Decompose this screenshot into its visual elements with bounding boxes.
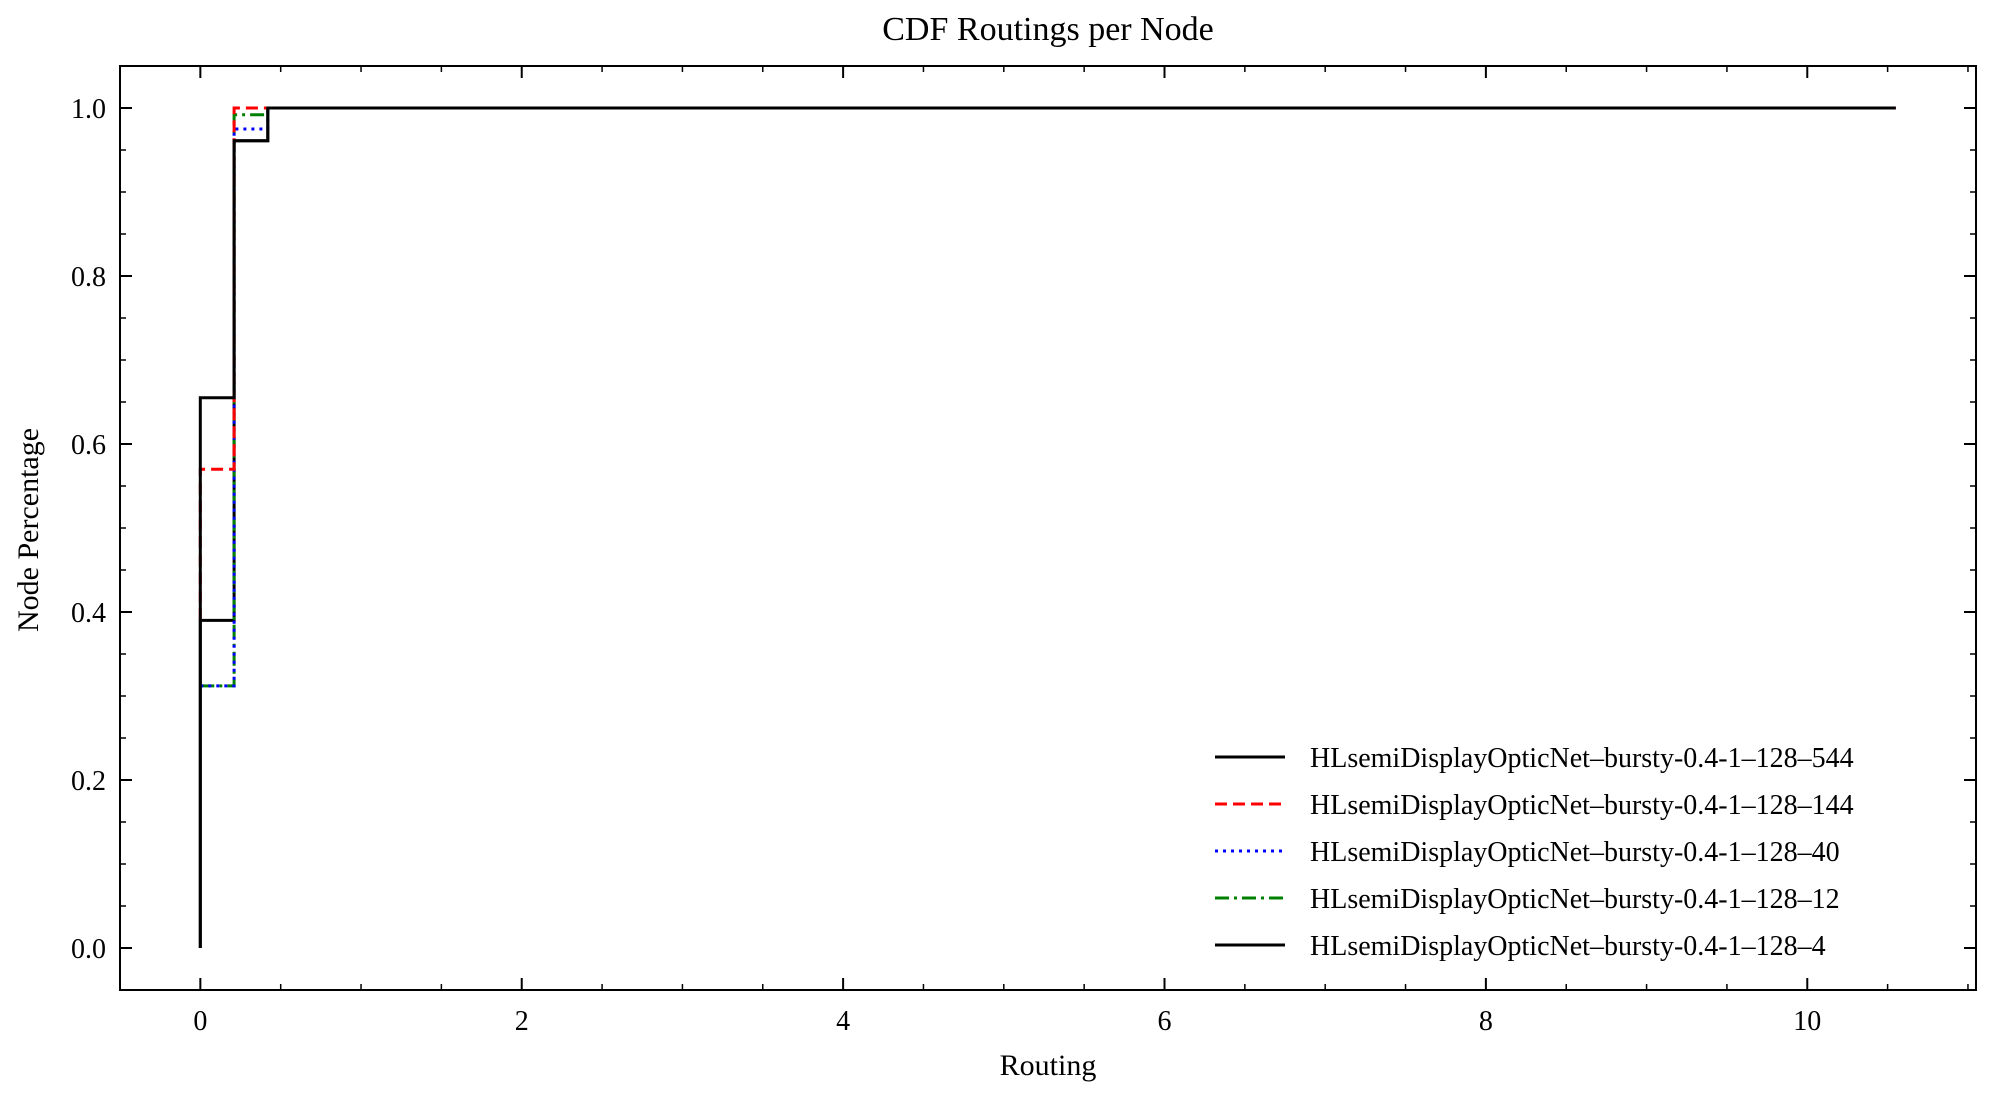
y-tick-label: 0.2	[71, 766, 106, 797]
y-tick-label: 1.0	[71, 94, 106, 125]
y-tick-label: 0.0	[71, 934, 106, 965]
series-line	[198, 106, 1896, 621]
legend-label: HLsemiDisplayOpticNet–bursty-0.4-1–128–5…	[1310, 743, 1854, 774]
y-tick-label: 0.4	[71, 598, 106, 629]
x-tick-label: 10	[1793, 1006, 1821, 1037]
x-tick-label: 0	[193, 1006, 207, 1037]
x-axis-label: Routing	[1000, 1049, 1097, 1082]
legend-label: HLsemiDisplayOpticNet–bursty-0.4-1–128–4	[1310, 931, 1826, 962]
series-line	[200, 106, 1896, 688]
x-tick-label: 8	[1479, 1006, 1493, 1037]
chart-title: CDF Routings per Node	[882, 11, 1214, 48]
axis-ticks: 0 2 4 6 8 10 0.0 0.2 0.4 0.6 0.8 1.0	[71, 65, 1976, 1037]
x-tick-label: 2	[515, 1006, 529, 1037]
y-axis-label: Node Percentage	[12, 428, 45, 632]
series-line	[200, 106, 1896, 688]
legend-label: HLsemiDisplayOpticNet–bursty-0.4-1–128–1…	[1310, 884, 1840, 915]
y-tick-label: 0.8	[71, 262, 106, 293]
legend-label: HLsemiDisplayOpticNet–bursty-0.4-1–128–1…	[1310, 790, 1854, 821]
legend: HLsemiDisplayOpticNet–bursty-0.4-1–128–5…	[1215, 743, 1854, 962]
plot-frame	[119, 65, 1977, 991]
y-tick-label: 0.6	[71, 430, 106, 461]
series-layer	[198, 106, 1896, 948]
legend-label: HLsemiDisplayOpticNet–bursty-0.4-1–128–4…	[1310, 837, 1840, 868]
series-line	[198, 106, 1896, 948]
series-line	[198, 106, 1896, 948]
x-tick-label: 4	[836, 1006, 850, 1037]
x-tick-label: 6	[1158, 1006, 1172, 1037]
